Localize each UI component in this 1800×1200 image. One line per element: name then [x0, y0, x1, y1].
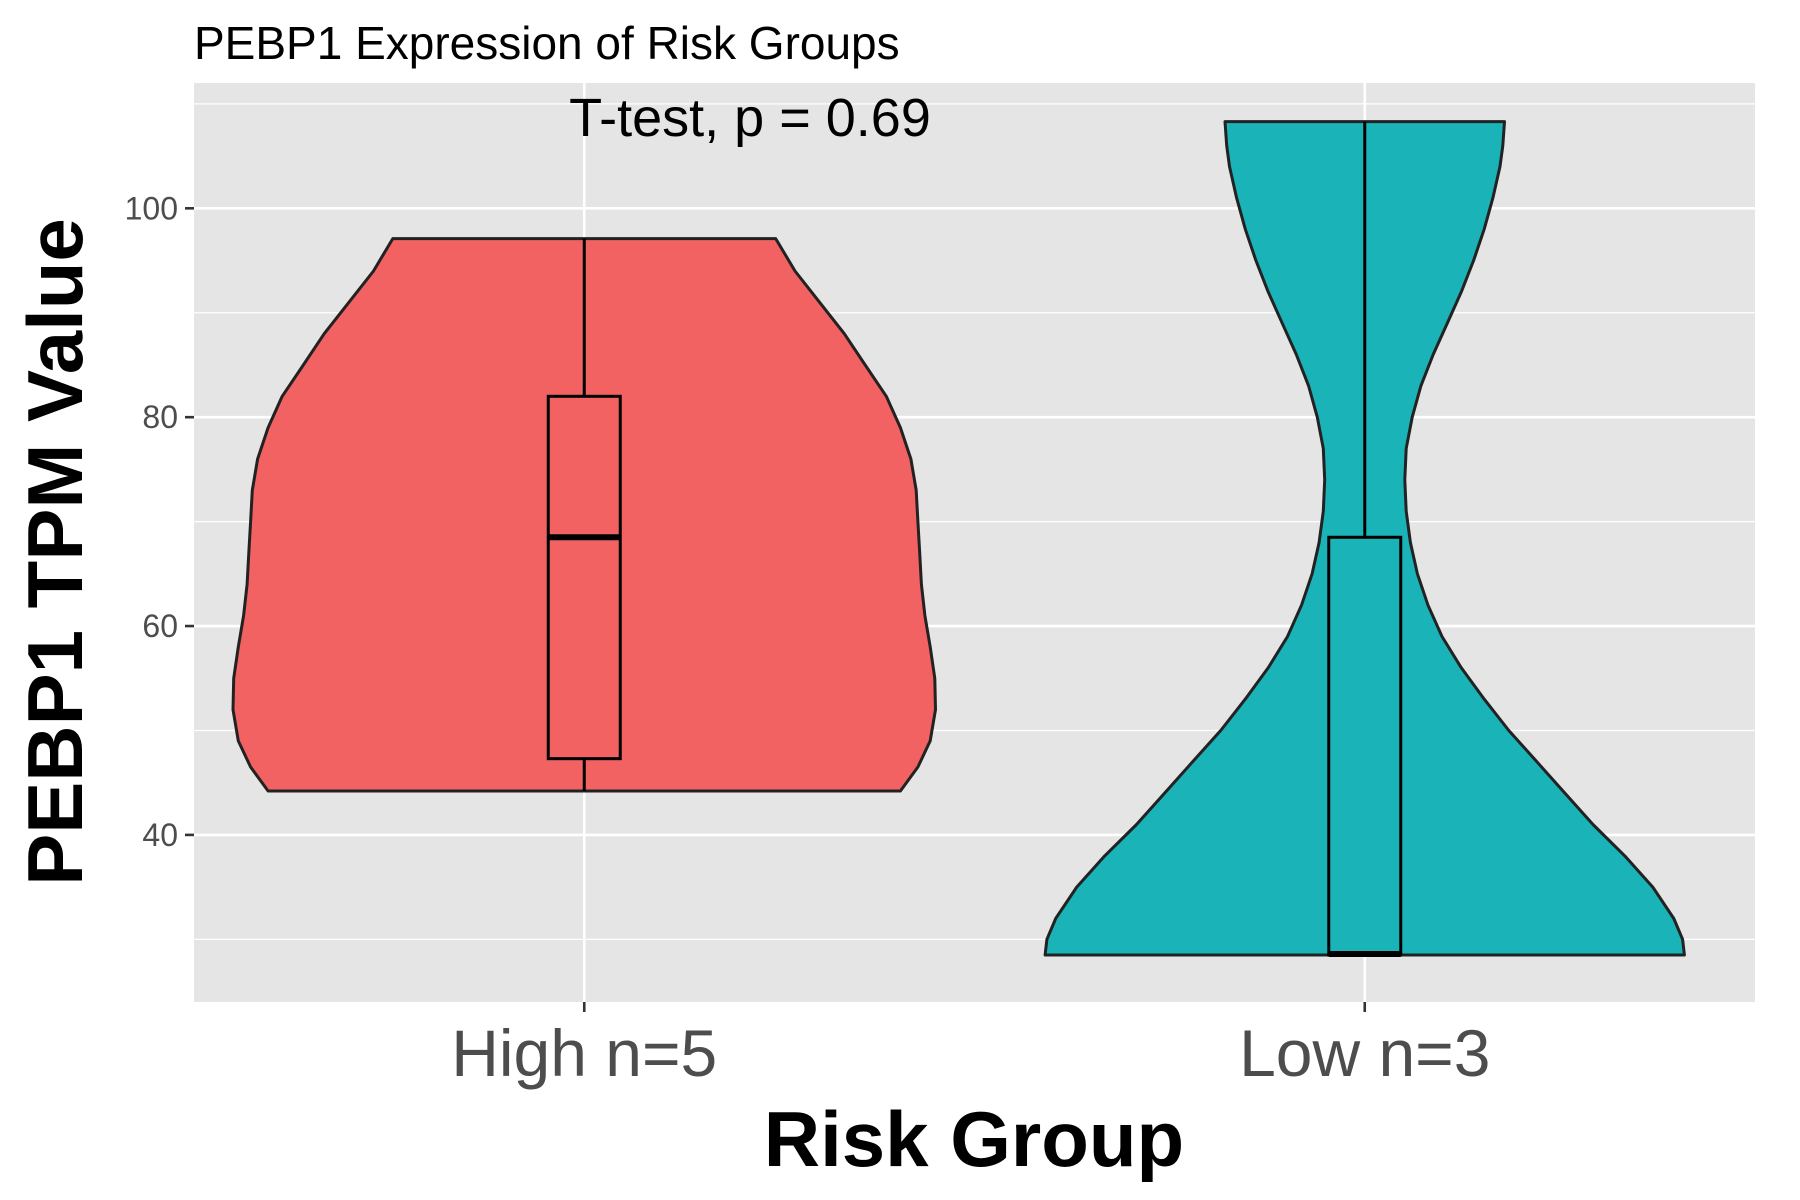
box-1 [1327, 535, 1403, 957]
axes: 40 60 80 100 High n=5 Low n=3 [125, 190, 1491, 1090]
x-tick-label: Low n=3 [1239, 1016, 1490, 1090]
y-axis-title: PEBP1 TPM Value [11, 218, 99, 886]
chart-title: PEBP1 Expression of Risk Groups [194, 17, 900, 69]
y-tick-label: 60 [142, 608, 178, 644]
y-tick-label: 80 [142, 399, 178, 435]
y-tick-label: 100 [125, 190, 178, 226]
y-tick-label: 40 [142, 817, 178, 853]
x-tick-label: High n=5 [451, 1016, 717, 1090]
x-axis-title: Risk Group [764, 1095, 1184, 1183]
box-0 [546, 394, 622, 761]
violins [231, 120, 1686, 957]
stat-annotation: T-test, p = 0.69 [569, 88, 931, 148]
